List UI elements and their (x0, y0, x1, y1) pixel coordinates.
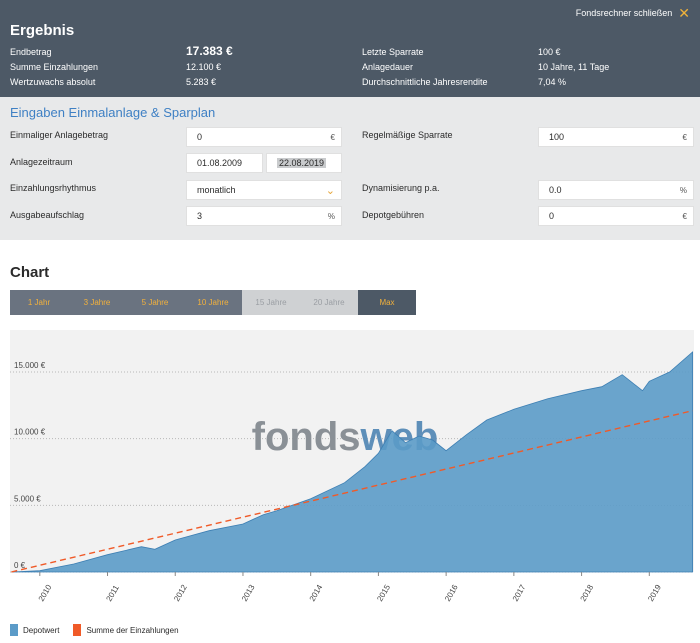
x-tick-label: 2015 (375, 583, 392, 603)
x-tick-label: 2013 (240, 583, 257, 603)
sparrate-label: Regelmäßige Sparrate (362, 130, 453, 140)
aufschlag-value: 3 (197, 211, 203, 221)
aufschlag-input[interactable]: 3 % (186, 206, 342, 226)
legend-label-einzahlungen: Summe der Einzahlungen (86, 625, 179, 635)
result-value: 10 Jahre, 11 Tage (538, 62, 610, 72)
result-title: Ergebnis (10, 22, 75, 39)
x-tick-label: 2012 (172, 583, 189, 603)
y-tick-label: 5.000 € (14, 494, 41, 503)
depot-label: Depotgebühren (362, 210, 425, 220)
chart-legend: Depotwert Summe der Einzahlungen (10, 624, 179, 636)
result-label: Endbetrag (10, 47, 52, 57)
tab-20-jahre[interactable]: 20 Jahre (300, 290, 358, 315)
zeitraum-to-input[interactable]: 22.08.2019 (266, 153, 342, 173)
tab-15-jahre[interactable]: 15 Jahre (242, 290, 300, 315)
dynamisierung-unit: % (679, 186, 687, 195)
tab-3-jahre[interactable]: 3 Jahre (68, 290, 126, 315)
x-tick-label: 2019 (646, 583, 663, 603)
result-panel: Ergebnis Fondsrechner schließen ✕ Endbet… (0, 0, 700, 97)
rhythmus-select[interactable]: monatlich ⌄ (186, 180, 342, 200)
zeitraum-from-value: 01.08.2009 (197, 158, 243, 168)
period-tabs: 1 Jahr 3 Jahre 5 Jahre 10 Jahre 15 Jahre… (10, 290, 416, 315)
sparrate-value: 100 (549, 132, 565, 142)
einmalig-value: 0 (197, 132, 203, 142)
close-icon[interactable]: ✕ (678, 5, 690, 21)
y-tick-label: 0 € (14, 561, 26, 570)
legend-item-einzahlungen[interactable]: Summe der Einzahlungen (73, 624, 179, 636)
x-tick-label: 2018 (579, 583, 596, 603)
close-calculator-button[interactable]: Fondsrechner schließen ✕ (575, 5, 690, 21)
result-value: 7,04 % (538, 77, 567, 87)
chart-title: Chart (10, 264, 50, 281)
einzahlungen-line (11, 409, 693, 573)
x-tick-label: 2011 (104, 583, 121, 603)
x-tick-label: 2017 (511, 583, 528, 603)
legend-swatch-einzahlungen (73, 624, 82, 636)
tab-max[interactable]: Max (358, 290, 416, 315)
aufschlag-unit: % (327, 212, 335, 221)
sparrate-input[interactable]: 100 € (538, 127, 694, 147)
depot-input[interactable]: 0 € (538, 206, 694, 226)
depotwert-area (11, 351, 693, 573)
result-value: 100 € (538, 47, 561, 57)
x-tick-label: 2010 (37, 583, 54, 603)
einmalig-label: Einmaliger Anlagebetrag (10, 130, 109, 140)
x-tick-label: 2016 (443, 583, 460, 603)
tab-10-jahre[interactable]: 10 Jahre (184, 290, 242, 315)
legend-item-depotwert[interactable]: Depotwert (10, 624, 59, 636)
einmalig-unit: € (330, 133, 335, 142)
sparrate-unit: € (682, 133, 687, 142)
inputs-title: Eingaben Einmalanlage & Sparplan (10, 105, 216, 120)
watermark-part-a: fonds (252, 415, 361, 459)
inputs-panel: Eingaben Einmalanlage & Sparplan Einmali… (0, 97, 700, 240)
dynamisierung-label: Dynamisierung p.a. (362, 183, 440, 193)
chevron-down-icon[interactable]: ⌄ (325, 185, 335, 197)
zeitraum-from-input[interactable]: 01.08.2009 (186, 153, 263, 173)
zeitraum-label: Anlagezeitraum (10, 157, 73, 167)
result-label: Letzte Sparrate (362, 47, 424, 57)
tab-5-jahre[interactable]: 5 Jahre (126, 290, 184, 315)
rhythmus-label: Einzahlungsrhythmus (10, 183, 97, 193)
y-axis-labels: 0 € 5.000 € 10.000 € 15.000 € (14, 361, 46, 570)
depot-unit: € (682, 212, 687, 221)
result-value-endbetrag: 17.383 € (186, 44, 233, 58)
depot-chart: 0 €5.000 €10.000 €15.000 € fondsweb 2010… (10, 330, 694, 603)
result-label: Anlagedauer (362, 62, 414, 72)
dynamisierung-input[interactable]: 0.0 % (538, 180, 694, 200)
result-value: 5.283 € (186, 77, 217, 87)
einmalig-input[interactable]: 0 € (186, 127, 342, 147)
result-label: Durchschnittliche Jahresrendite (362, 77, 488, 87)
close-calculator-label: Fondsrechner schließen (575, 8, 673, 18)
dynamisierung-value: 0.0 (549, 185, 562, 195)
y-tick-label: 10.000 € (14, 428, 46, 437)
tab-1-jahr[interactable]: 1 Jahr (10, 290, 68, 315)
aufschlag-label: Ausgabeaufschlag (10, 210, 85, 220)
legend-swatch-depotwert (10, 624, 18, 636)
result-label: Wertzuwachs absolut (10, 77, 96, 87)
legend-label-depotwert: Depotwert (23, 625, 60, 635)
x-axis-labels: 2010 2011 2012 2013 2014 2015 2016 2017 2018 2019 (37, 572, 663, 603)
x-tick-label: 2014 (308, 583, 325, 603)
zeitraum-to-value: 22.08.2019 (277, 158, 327, 168)
rhythmus-value: monatlich (197, 185, 236, 195)
depot-value: 0 (549, 211, 555, 221)
result-label: Summe Einzahlungen (10, 62, 99, 72)
result-value: 12.100 € (186, 62, 222, 72)
y-tick-label: 15.000 € (14, 361, 46, 370)
